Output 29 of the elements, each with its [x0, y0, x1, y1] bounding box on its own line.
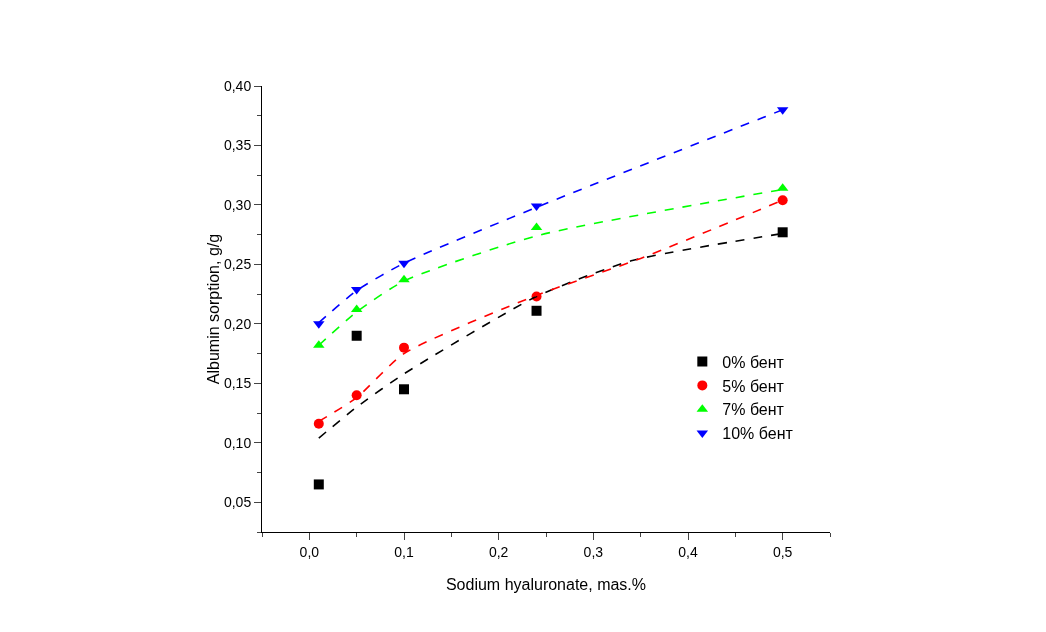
point — [351, 390, 362, 401]
legend-label: 10% бент — [722, 425, 794, 443]
point — [531, 305, 542, 316]
point — [777, 227, 788, 238]
y-tick-label: 0,40 — [223, 77, 252, 94]
point — [399, 342, 409, 353]
y-tick-label: 0,10 — [223, 434, 252, 451]
legend-label: 7% бент — [722, 401, 785, 419]
y-axis-title: Albumin sorption, g/g — [204, 233, 222, 385]
y-tick-label: 0,35 — [223, 137, 252, 154]
x-tick-label: 0,4 — [678, 543, 698, 560]
x-tick-label: 0,1 — [394, 543, 414, 560]
x-tick-label: 0,2 — [488, 543, 509, 560]
legend-label: 0% бент — [722, 353, 785, 371]
point — [313, 479, 324, 490]
x-tick-label: 0,3 — [583, 543, 604, 560]
y-tick-label: 0,05 — [223, 494, 252, 511]
point — [399, 384, 409, 395]
y-tick-label: 0,15 — [223, 375, 252, 392]
legend-label: 5% бент — [722, 377, 785, 395]
y-tick-label: 0,30 — [223, 196, 252, 213]
x-tick-label: 0,0 — [299, 543, 320, 560]
point — [777, 195, 788, 206]
y-tick-label: 0,25 — [223, 256, 252, 273]
point — [313, 418, 324, 429]
x-tick-label: 0,5 — [772, 543, 793, 560]
x-axis-title: Sodium hyaluronate, mas.% — [445, 576, 647, 593]
point — [351, 330, 362, 341]
y-tick-label: 0,20 — [223, 315, 252, 332]
